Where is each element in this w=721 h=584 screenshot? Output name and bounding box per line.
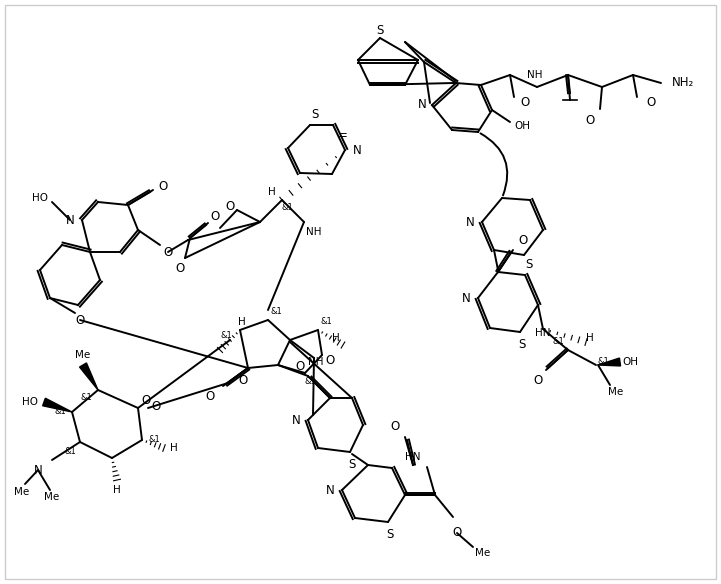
Text: &1: &1: [281, 203, 293, 213]
Text: Me: Me: [76, 350, 91, 360]
Text: S: S: [376, 23, 384, 36]
Text: S: S: [518, 338, 526, 350]
Text: &1: &1: [54, 408, 66, 416]
Text: O: O: [325, 353, 335, 367]
Text: H: H: [586, 333, 594, 343]
Text: N: N: [353, 144, 361, 157]
Polygon shape: [79, 363, 98, 390]
Text: O: O: [164, 245, 172, 259]
Text: NH: NH: [527, 70, 543, 80]
Text: Me: Me: [609, 387, 624, 397]
Text: O: O: [226, 200, 234, 213]
Text: O: O: [521, 96, 530, 110]
Text: O: O: [518, 234, 528, 246]
Text: O: O: [296, 360, 305, 373]
Text: &1: &1: [597, 357, 609, 367]
Text: O: O: [159, 180, 167, 193]
Text: O: O: [205, 390, 215, 402]
Text: &1: &1: [148, 436, 160, 444]
Text: OH: OH: [514, 121, 530, 131]
Text: O: O: [534, 374, 543, 387]
Text: OH: OH: [622, 357, 638, 367]
Text: O: O: [151, 399, 161, 412]
Text: Me: Me: [45, 492, 60, 502]
Text: Me: Me: [14, 487, 30, 497]
Text: &1: &1: [220, 331, 232, 339]
Text: HO: HO: [32, 193, 48, 203]
Text: NH: NH: [306, 227, 322, 237]
Text: S: S: [386, 527, 394, 541]
Text: H: H: [170, 443, 178, 453]
Text: NH: NH: [309, 357, 324, 367]
Text: &1: &1: [80, 394, 92, 402]
Polygon shape: [598, 358, 621, 366]
Text: &1: &1: [304, 377, 316, 385]
Text: Me: Me: [475, 548, 490, 558]
FancyArrowPatch shape: [480, 133, 508, 196]
Text: &1: &1: [552, 338, 564, 346]
Text: N: N: [417, 99, 426, 112]
Text: S: S: [348, 457, 355, 471]
Text: O: O: [390, 420, 399, 433]
Text: N: N: [466, 215, 474, 228]
Text: NH₂: NH₂: [672, 75, 694, 89]
Text: N: N: [66, 214, 74, 227]
Text: =: =: [338, 130, 348, 142]
Text: O: O: [585, 114, 595, 127]
Text: O: O: [452, 527, 461, 540]
Text: HN: HN: [535, 328, 551, 338]
Text: HO: HO: [22, 397, 38, 407]
Text: O: O: [175, 262, 185, 274]
Text: H: H: [268, 187, 276, 197]
Text: &1: &1: [320, 318, 332, 326]
Text: N: N: [34, 464, 43, 477]
Text: S: S: [526, 259, 533, 272]
Text: O: O: [141, 394, 151, 406]
Text: N: N: [291, 413, 301, 426]
Text: HN: HN: [405, 452, 421, 462]
Text: O: O: [76, 314, 84, 326]
Text: H: H: [238, 317, 246, 327]
Text: &1: &1: [64, 447, 76, 457]
Text: O: O: [239, 374, 247, 387]
Polygon shape: [43, 398, 72, 412]
Text: H: H: [113, 485, 121, 495]
Text: O: O: [646, 96, 655, 110]
Text: N: N: [326, 484, 335, 496]
Text: N: N: [461, 291, 470, 304]
Text: &1: &1: [270, 308, 282, 317]
Text: S: S: [311, 109, 319, 121]
Text: H: H: [332, 333, 340, 343]
Text: O: O: [211, 210, 220, 223]
